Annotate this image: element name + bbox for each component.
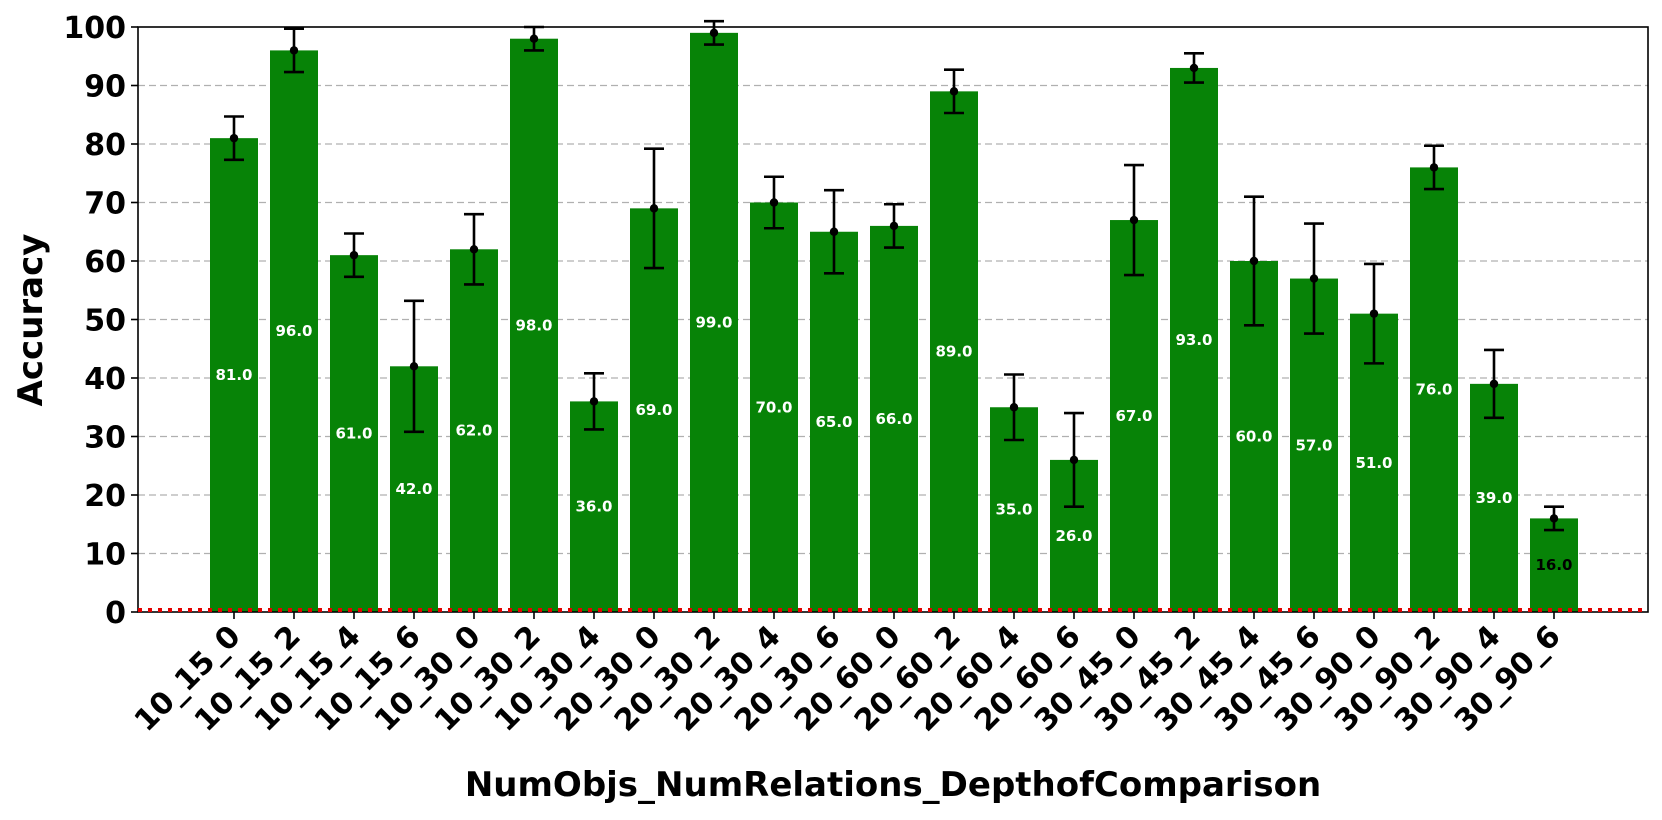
bar-value-label: 81.0 [215, 366, 252, 384]
bar [750, 202, 798, 612]
mean-point [409, 362, 419, 371]
error-bars [224, 19, 1564, 532]
bar-value-label: 62.0 [455, 422, 492, 440]
value-labels: 81.0 96.0 61.0 42.0 62.0 98.0 36.0 69.0 99.0 70.0… [215, 313, 1572, 574]
bar [1410, 167, 1458, 612]
bar [1470, 383, 1518, 612]
bars [210, 32, 1578, 613]
bar [570, 401, 618, 612]
bar-value-label: 57.0 [1295, 436, 1332, 454]
mean-point [829, 227, 839, 236]
mean-point [529, 34, 539, 43]
bar-value-label: 60.0 [1235, 428, 1272, 446]
bar [1110, 220, 1158, 613]
mean-point [709, 28, 719, 38]
x-axis-title: NumObjs_NumRelations_DepthofComparison [465, 765, 1321, 805]
mean-point [649, 204, 659, 213]
y-tick-label: 0 [105, 596, 126, 631]
bar [330, 255, 378, 612]
mean-point [769, 198, 779, 207]
mean-point [1189, 63, 1199, 73]
x-axis-ticks: 10_15_010_15_210_15_410_15_610_30_010_30… [128, 612, 1568, 739]
y-tick-label: 50 [84, 304, 126, 339]
bar [690, 32, 738, 613]
bar-value-label: 67.0 [1115, 407, 1152, 425]
bar-value-label: 76.0 [1415, 381, 1452, 399]
mean-point [1129, 215, 1139, 225]
y-tick-label: 100 [63, 11, 126, 46]
bar-value-label: 39.0 [1475, 489, 1512, 507]
bar-value-label: 26.0 [1055, 527, 1092, 545]
bar [810, 231, 858, 612]
mean-point [229, 133, 239, 143]
y-tick-label: 90 [84, 70, 126, 105]
mean-point [289, 46, 299, 55]
y-axis-title: Accuracy [11, 234, 51, 407]
mean-point [1489, 379, 1499, 389]
y-tick-label: 20 [84, 479, 126, 514]
mean-point [469, 245, 479, 254]
mean-point [589, 397, 599, 406]
bar [990, 407, 1038, 612]
bar-value-label: 65.0 [815, 413, 852, 431]
bar [210, 138, 258, 612]
bar [930, 91, 978, 613]
y-tick-label: 10 [84, 538, 126, 573]
bar [1530, 518, 1578, 612]
y-tick-label: 40 [84, 362, 126, 397]
bar [630, 208, 678, 612]
bar-value-label: 96.0 [275, 322, 312, 340]
bar-value-label: 93.0 [1175, 331, 1212, 349]
mean-point [1369, 309, 1379, 318]
bar-value-label: 51.0 [1355, 454, 1392, 472]
y-axis-ticks: 0 10 20 30 40 50 60 70 80 90 100 [63, 11, 138, 631]
y-tick-label: 80 [84, 128, 126, 163]
mean-point [1009, 403, 1019, 412]
bar-value-label: 42.0 [395, 480, 432, 498]
mean-point [1309, 274, 1319, 283]
bar-value-label: 35.0 [995, 501, 1032, 519]
bar [510, 38, 558, 612]
bar-value-label: 98.0 [515, 316, 552, 334]
mean-point [1069, 455, 1079, 465]
y-tick-label: 60 [84, 245, 126, 280]
mean-point [1549, 514, 1559, 523]
bar [870, 225, 918, 612]
bar-value-label: 61.0 [335, 425, 372, 443]
mean-point [889, 221, 899, 231]
bar-value-label: 69.0 [635, 401, 672, 419]
bar-value-label: 66.0 [875, 410, 912, 428]
y-tick-label: 30 [84, 421, 126, 456]
bar-value-label: 16.0 [1535, 556, 1572, 574]
mean-point [1429, 163, 1439, 172]
mean-point [949, 87, 959, 96]
bar-value-label: 99.0 [695, 313, 732, 331]
bar-value-label: 36.0 [575, 498, 612, 516]
bar-value-label: 89.0 [935, 343, 972, 361]
y-tick-label: 70 [84, 187, 126, 222]
mean-point [1249, 256, 1259, 266]
bar-value-label: 70.0 [755, 398, 792, 416]
bar [1170, 67, 1218, 612]
mean-point [349, 250, 359, 260]
bar [270, 50, 318, 612]
bar [450, 249, 498, 613]
